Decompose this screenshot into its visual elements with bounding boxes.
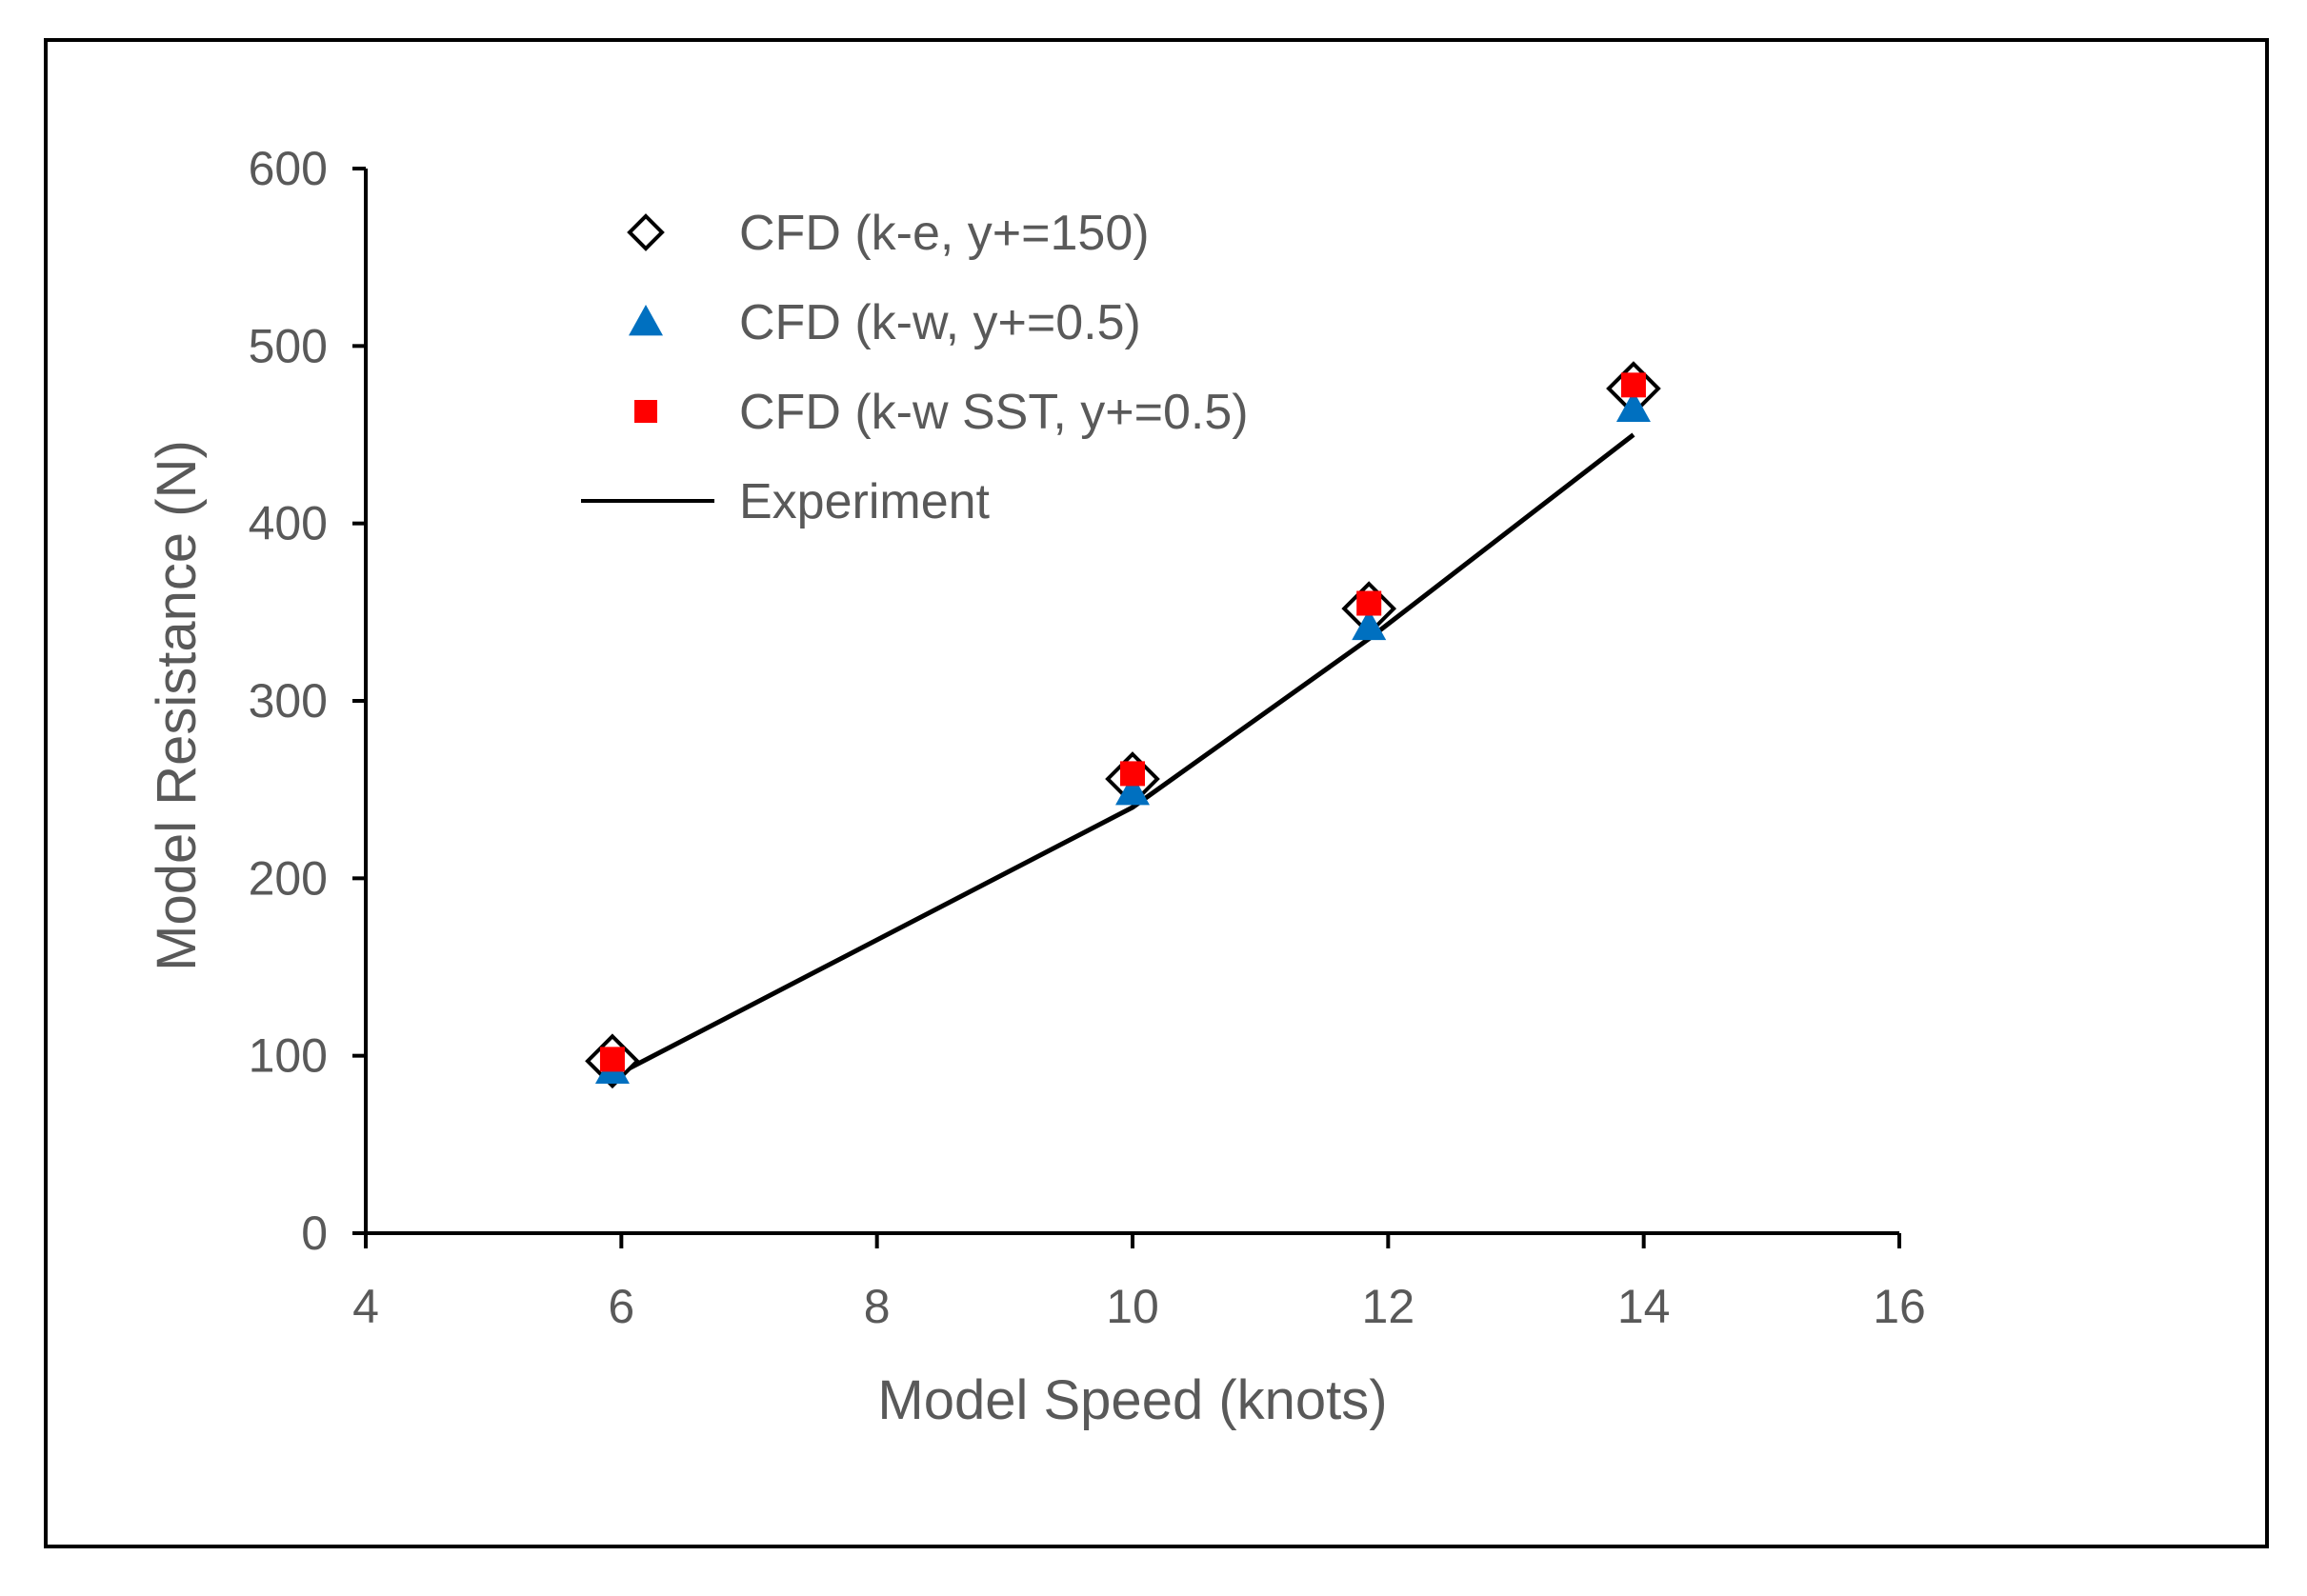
y-tick-label: 200 <box>249 851 328 905</box>
legend: CFD (k-e, y+=150) CFD (k-w, y+=0.5) CFD … <box>581 206 1249 529</box>
y-tick-label: 100 <box>249 1029 328 1083</box>
y-tick-label: 300 <box>249 674 328 728</box>
x-tick-label: 12 <box>1362 1280 1415 1333</box>
legend-marker-diamond <box>627 213 665 251</box>
x-tick-label: 6 <box>608 1280 634 1333</box>
y-tick-label: 500 <box>249 319 328 372</box>
legend-label-ke: CFD (k-e, y+=150) <box>739 206 1150 261</box>
legend-entry-experiment: Experiment <box>581 474 991 529</box>
legend-entry-kw-sst: CFD (k-w SST, y+=0.5) <box>634 385 1249 440</box>
legend-entry-kw: CFD (k-w, y+=0.5) <box>629 295 1141 350</box>
point-kw-sst <box>1120 761 1145 787</box>
legend-marker-square <box>634 400 657 423</box>
chart: 0 100 200 300 400 500 600 4 6 8 10 12 14 16 Model Spe… <box>146 142 1926 1431</box>
x-tick-label: 4 <box>352 1280 379 1333</box>
x-axis-title: Model Speed (knots) <box>877 1369 1387 1431</box>
x-tick-label: 14 <box>1617 1280 1671 1333</box>
y-tick-label: 0 <box>301 1207 328 1260</box>
x-tick-label: 8 <box>864 1280 891 1333</box>
point-kw-sst <box>1356 590 1382 616</box>
point-kw-sst <box>1620 372 1646 398</box>
point-kw <box>1615 390 1651 422</box>
legend-label-kw-sst: CFD (k-w SST, y+=0.5) <box>739 385 1249 440</box>
y-tick-label: 600 <box>249 142 328 195</box>
ticks: 0 100 200 300 400 500 600 4 6 8 10 12 14 16 <box>249 142 1926 1333</box>
point-kw <box>1352 608 1387 641</box>
point-kw <box>1115 774 1150 806</box>
plot-area <box>585 361 1661 1089</box>
experiment-line <box>611 432 1635 1080</box>
legend-label-experiment: Experiment <box>739 474 991 529</box>
y-axis-title: Model Resistance (N) <box>146 440 208 971</box>
point-kw-sst <box>599 1047 625 1072</box>
figure-frame: 0 100 200 300 400 500 600 4 6 8 10 12 14 16 Model Spe… <box>44 38 2269 1548</box>
legend-marker-triangle <box>629 305 663 336</box>
x-tick-label: 16 <box>1873 1280 1926 1333</box>
legend-label-kw: CFD (k-w, y+=0.5) <box>739 295 1141 350</box>
legend-entry-ke: CFD (k-e, y+=150) <box>627 206 1150 261</box>
y-tick-label: 400 <box>249 497 328 550</box>
x-tick-label: 10 <box>1106 1280 1159 1333</box>
